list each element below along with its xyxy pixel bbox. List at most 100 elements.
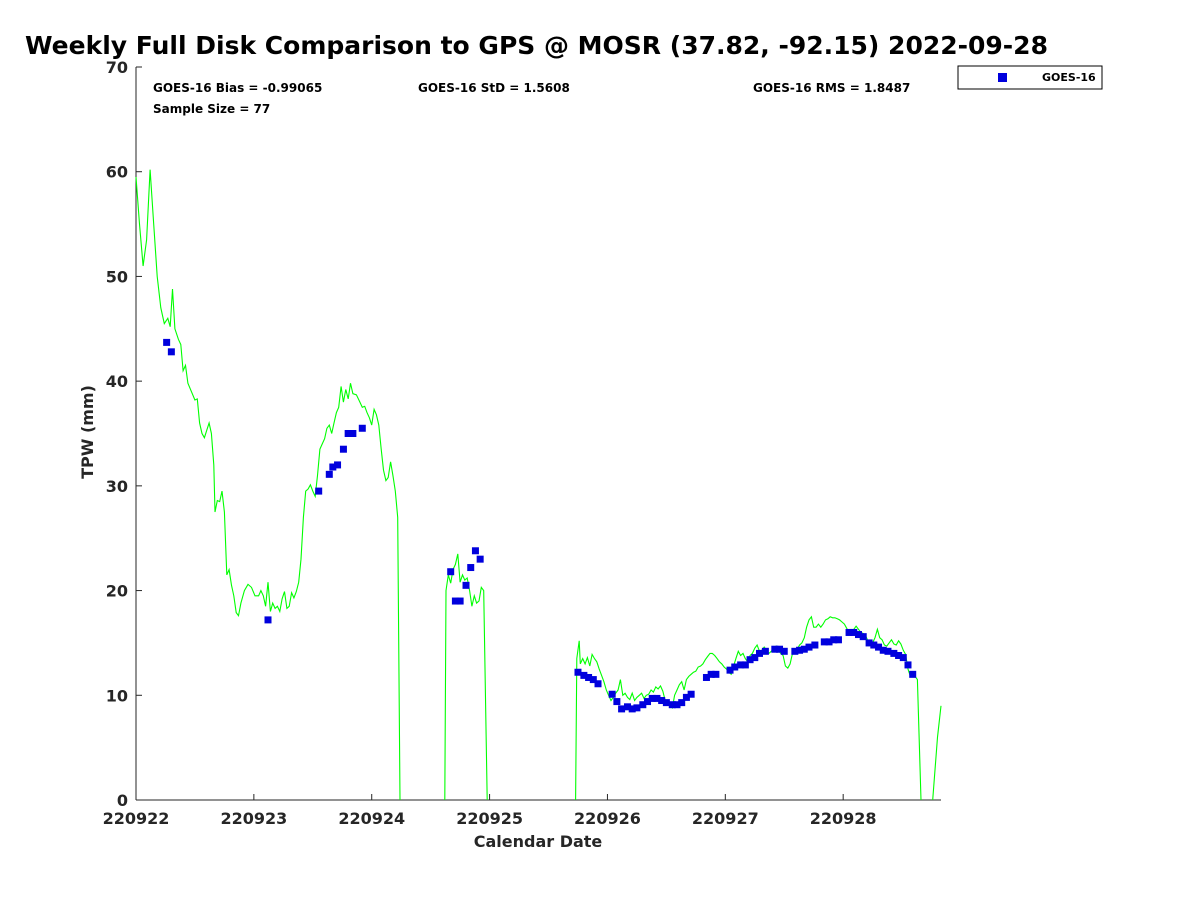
goes16-data-point <box>633 704 641 712</box>
goes16-data-point <box>870 641 878 649</box>
goes16-data-point <box>358 424 366 432</box>
goes16-data-point <box>349 430 357 437</box>
y-tick-label: 70 <box>106 58 128 77</box>
goes16-data-point <box>890 649 898 657</box>
goes16-data-point <box>315 487 323 495</box>
x-tick-label: 220928 <box>810 809 877 828</box>
goes16-data-point <box>658 697 666 705</box>
goes16-data-point <box>344 430 352 437</box>
goes16-data-point <box>329 463 337 471</box>
goes16-data-point <box>726 666 734 674</box>
goes16-data-point <box>339 445 347 453</box>
goes16-data-point <box>585 673 593 681</box>
goes16-data-point <box>447 568 455 576</box>
goes16-data-point <box>668 701 676 709</box>
goes16-data-point <box>834 636 842 644</box>
goes16-data-point <box>608 690 616 698</box>
y-tick-label: 20 <box>106 582 128 601</box>
std-stat: GOES-16 StD = 1.5608 <box>418 81 570 95</box>
y-tick-label: 0 <box>117 791 128 810</box>
goes16-data-point <box>859 633 867 641</box>
y-tick-label: 60 <box>106 163 128 182</box>
y-tick-label: 40 <box>106 372 128 391</box>
goes16-data-point <box>904 661 912 669</box>
x-tick-label: 220922 <box>103 809 170 828</box>
gps-line-layer <box>135 169 942 801</box>
goes16-data-point <box>163 338 171 346</box>
legend-label: GOES-16 <box>1042 71 1096 84</box>
goes16-data-point <box>879 646 887 654</box>
y-axis-label: TPW (mm) <box>78 385 97 479</box>
x-tick-label: 220927 <box>692 809 759 828</box>
goes16-data-point <box>682 693 690 701</box>
goes16-data-point <box>264 616 272 624</box>
gps-line-segment <box>444 553 488 801</box>
x-tick-label: 220925 <box>456 809 523 828</box>
x-tick-label: 220923 <box>220 809 287 828</box>
goes16-data-point <box>167 348 175 356</box>
goes16-data-point <box>707 670 715 678</box>
goes16-data-point <box>884 647 892 655</box>
goes16-data-point <box>796 646 804 654</box>
goes16-data-point <box>800 645 808 653</box>
goes16-data-point <box>895 651 903 659</box>
axes <box>135 67 941 801</box>
sample-size-stat: Sample Size = 77 <box>153 102 270 116</box>
y-tick-label: 50 <box>106 267 128 286</box>
goes16-data-point <box>780 647 788 655</box>
goes16-data-point <box>623 703 631 711</box>
goes16-data-point <box>909 670 917 678</box>
goes16-data-point <box>662 699 670 707</box>
goes16-data-point <box>594 680 602 688</box>
goes16-data-point <box>467 564 475 572</box>
goes16-data-point <box>653 694 661 702</box>
goes16-data-point <box>687 690 695 698</box>
gps-line-segment <box>932 705 942 801</box>
chart-title: Weekly Full Disk Comparison to GPS @ MOS… <box>25 31 1048 60</box>
goes16-data-point <box>456 597 464 605</box>
goes16-data-point <box>451 597 459 605</box>
bias-stat: GOES-16 Bias = -0.99065 <box>153 81 322 95</box>
goes16-data-point <box>325 470 333 478</box>
goes16-data-point <box>805 643 813 651</box>
goes16-data-point <box>746 656 754 664</box>
goes16-data-point <box>776 645 784 653</box>
goes16-data-point <box>673 701 681 709</box>
gps-line-segment <box>135 169 401 801</box>
goes16-data-point <box>580 671 588 679</box>
goes16-data-point <box>751 654 759 662</box>
goes16-data-point <box>865 639 873 647</box>
goes16-data-point <box>845 628 853 636</box>
rms-stat: GOES-16 RMS = 1.8487 <box>753 81 910 95</box>
goes16-data-point <box>755 649 763 657</box>
goes16-data-point <box>825 638 833 646</box>
goes16-data-point <box>712 670 720 678</box>
goes16-data-point <box>618 705 626 713</box>
y-tick-label: 30 <box>106 477 128 496</box>
goes16-data-point <box>639 701 647 709</box>
y-axis-ticks: 0 10 20 30 40 50 60 70 <box>106 58 142 810</box>
x-axis-ticks: 220922 220923 220924 220925 220926 220927 2209… <box>103 794 877 828</box>
plot-area <box>135 169 942 801</box>
goes16-point-layer <box>163 338 917 713</box>
legend-box <box>957 65 1103 90</box>
goes16-data-point <box>589 676 597 684</box>
goes16-data-point <box>476 555 484 563</box>
x-tick-label: 220926 <box>574 809 641 828</box>
goes16-data-point <box>678 699 686 707</box>
goes16-data-point <box>811 641 819 649</box>
goes16-data-point <box>613 698 621 706</box>
gps-line-segment <box>575 615 922 801</box>
goes16-data-point <box>334 461 342 469</box>
x-axis-label: Calendar Date <box>474 832 603 851</box>
goes16-data-point <box>741 661 749 669</box>
goes16-data-point <box>574 668 582 676</box>
goes16-data-point <box>854 631 862 639</box>
goes16-data-point <box>899 654 907 662</box>
goes16-data-point <box>761 647 769 655</box>
goes16-data-point <box>731 663 739 671</box>
goes16-data-point <box>850 628 858 636</box>
goes16-data-point <box>830 636 838 644</box>
goes16-data-point <box>791 647 799 655</box>
